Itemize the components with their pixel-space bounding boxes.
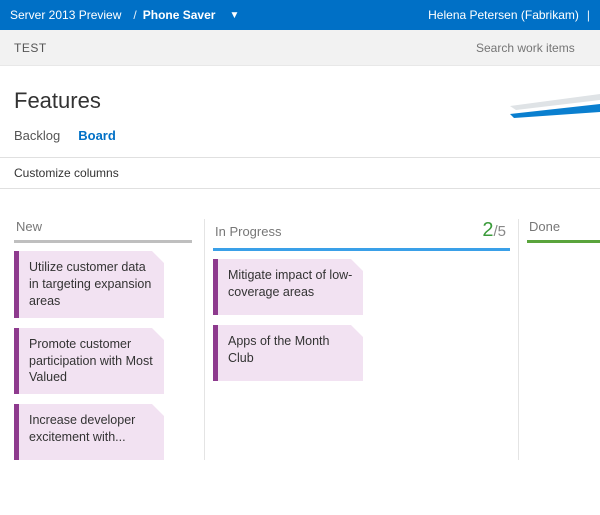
kanban-board: New Utilize customer data in targeting e… (0, 189, 600, 460)
wip-current: 2 (482, 219, 493, 241)
column-in-progress: In Progress 2/5 Mitigate impact of low-c… (204, 219, 519, 460)
divider: | (587, 8, 590, 22)
board-toolbar: Customize columns (0, 157, 600, 189)
search-input[interactable] (476, 41, 586, 55)
breadcrumb-project[interactable]: Phone Saver (143, 8, 216, 22)
wip-limit: 5 (498, 223, 506, 240)
user-label[interactable]: Helena Petersen (Fabrikam) (428, 8, 579, 22)
view-tabs: Backlog Board (0, 114, 600, 157)
breadcrumb-separator: / (133, 8, 136, 22)
column-done: Done (519, 219, 600, 460)
top-nav: Server 2013 Preview / Phone Saver ▼ Hele… (0, 0, 600, 30)
tab-board[interactable]: Board (78, 128, 116, 149)
breadcrumb-product[interactable]: Server 2013 Preview (10, 8, 121, 22)
column-underline (527, 240, 600, 243)
column-title: Done (529, 219, 560, 234)
column-title: New (16, 219, 42, 234)
card[interactable]: Increase developer excitement with... (14, 404, 164, 460)
wip-indicator: 2/5 (482, 219, 506, 242)
header-accent-graphic (510, 94, 600, 118)
column-title: In Progress (215, 224, 281, 239)
card[interactable]: Promote customer participation with Most… (14, 328, 164, 395)
customize-columns-button[interactable]: Customize columns (14, 166, 119, 180)
card[interactable]: Utilize customer data in targeting expan… (14, 251, 164, 318)
tab-backlog[interactable]: Backlog (14, 128, 60, 149)
column-new: New Utilize customer data in targeting e… (14, 219, 204, 460)
column-underline (213, 248, 510, 251)
card[interactable]: Mitigate impact of low-coverage areas (213, 259, 363, 315)
page-title: Features (14, 88, 586, 114)
page-header: Features (0, 66, 600, 114)
hub-bar: TEST (0, 30, 600, 66)
column-underline (14, 240, 192, 243)
card[interactable]: Apps of the Month Club (213, 325, 363, 381)
chevron-down-icon[interactable]: ▼ (229, 10, 239, 21)
hub-tab-test[interactable]: TEST (14, 41, 47, 55)
